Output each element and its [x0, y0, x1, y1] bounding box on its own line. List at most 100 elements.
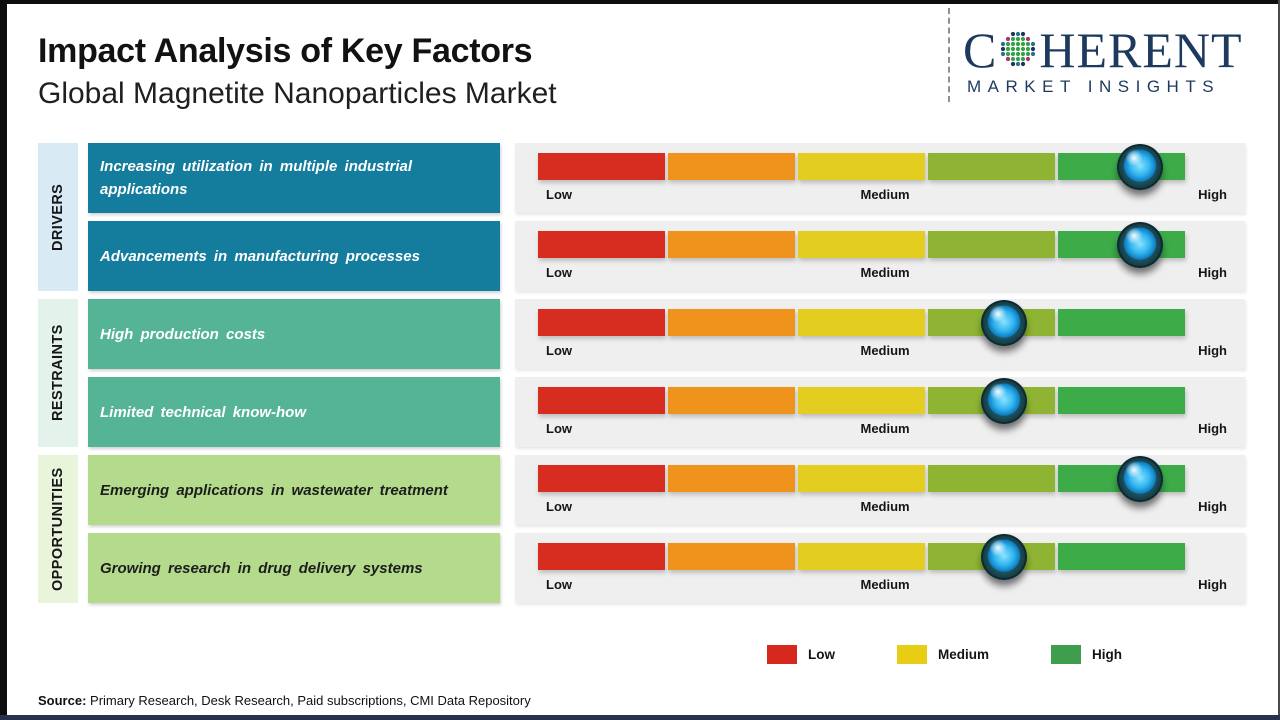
impact-marker [1116, 143, 1163, 190]
scale-high-label: High [1198, 265, 1227, 280]
legend-item: Medium [897, 645, 989, 664]
impact-bar-segment [1058, 387, 1185, 414]
coherent-dotted-globe-icon [1001, 31, 1036, 67]
scale-low-label: Low [546, 421, 572, 436]
impact-bar [538, 299, 1185, 346]
scale-high-label: High [1198, 343, 1227, 358]
impact-marker [1116, 221, 1163, 268]
impact-bar-segment [538, 387, 665, 414]
impact-bar-segment [668, 543, 795, 570]
impact-bar-segment [928, 153, 1055, 180]
impact-scale-panel: Low Medium High [515, 299, 1245, 369]
impact-bar-segment [668, 309, 795, 336]
slide-border-bottom [0, 715, 1280, 720]
impact-bar [538, 533, 1185, 580]
impact-bar [538, 455, 1185, 502]
impact-scale-panel: Low Medium High [515, 143, 1245, 213]
factor-group: DRIVERS Increasing utilization in multip… [38, 143, 1245, 291]
impact-marker [980, 299, 1027, 346]
source-text: Primary Research, Desk Research, Paid su… [86, 693, 531, 708]
scale-high-label: High [1198, 499, 1227, 514]
scale-labels: Low Medium High [546, 577, 1227, 592]
scale-medium-label: Medium [860, 343, 910, 358]
brand-tagline: MARKET INSIGHTS [967, 77, 1221, 96]
impact-marker [980, 533, 1027, 580]
scale-medium-label: Medium [860, 499, 910, 514]
scale-low-label: Low [546, 577, 572, 592]
source-label: Source: [38, 693, 87, 708]
factor-row: High production costs Low Medium High [88, 299, 1245, 369]
scale-low-label: Low [546, 343, 572, 358]
factor-text: Emerging applications in wastewater trea… [100, 481, 448, 499]
brand-letter-c: C [963, 22, 998, 78]
scale-labels: Low Medium High [546, 187, 1227, 202]
impact-scale-panel: Low Medium High [515, 533, 1245, 603]
group-rows: High production costs Low Medium High Li… [88, 299, 1245, 447]
impact-bar [538, 143, 1185, 190]
impact-bar-segment [538, 153, 665, 180]
impact-bar-segment [798, 387, 925, 414]
impact-bar-segment [668, 387, 795, 414]
page-title: Impact Analysis of Key Factors [38, 32, 533, 70]
brand-logo: C HERENT MARKET INSIGHTS [963, 24, 1263, 97]
scale-medium-label: Medium [860, 421, 910, 436]
impact-bar-segment [538, 465, 665, 492]
slide-border-top [0, 0, 1280, 4]
impact-bar-segment [1058, 309, 1185, 336]
brand-letters-herent: HERENT [1039, 22, 1243, 78]
legend-label: High [1092, 647, 1123, 662]
factor-box: Increasing utilization in multiple indus… [88, 143, 500, 213]
brand-wordmark: C HERENT [963, 24, 1263, 76]
header: Impact Analysis of Key Factors Global Ma… [38, 30, 557, 116]
scale-labels: Low Medium High [546, 343, 1227, 358]
factor-group: RESTRAINTS High production costs Low Med… [38, 299, 1245, 447]
factor-row: Advancements in manufacturing processes … [88, 221, 1245, 291]
scale-medium-label: Medium [860, 187, 910, 202]
impact-marker [980, 377, 1027, 424]
factor-text: Growing research in drug delivery system… [100, 559, 423, 577]
factor-box: Growing research in drug delivery system… [88, 533, 500, 603]
factor-box: Emerging applications in wastewater trea… [88, 455, 500, 525]
impact-bar-segment [928, 465, 1055, 492]
legend-swatch [767, 645, 797, 664]
scale-medium-label: Medium [860, 577, 910, 592]
legend-swatch [1051, 645, 1082, 664]
scale-high-label: High [1198, 577, 1227, 592]
impact-rows: DRIVERS Increasing utilization in multip… [38, 143, 1245, 611]
group-label: DRIVERS [38, 143, 78, 291]
scale-labels: Low Medium High [546, 265, 1227, 280]
legend-item: Low [767, 645, 835, 664]
impact-bar-segment [798, 543, 925, 570]
impact-bar-segment [668, 465, 795, 492]
factor-row: Growing research in drug delivery system… [88, 533, 1245, 603]
factor-box: High production costs [88, 299, 500, 369]
impact-bar [538, 221, 1185, 268]
group-label: OPPORTUNITIES [38, 455, 78, 603]
source-note: Source: Primary Research, Desk Research,… [38, 693, 531, 708]
impact-bar-segment [538, 543, 665, 570]
legend-swatch [897, 645, 927, 664]
factor-group: OPPORTUNITIES Emerging applications in w… [38, 455, 1245, 603]
factor-text: Limited technical know-how [100, 403, 307, 421]
impact-scale-panel: Low Medium High [515, 221, 1245, 291]
group-rows: Increasing utilization in multiple indus… [88, 143, 1245, 291]
scale-labels: Low Medium High [546, 421, 1227, 436]
scale-low-label: Low [546, 265, 572, 280]
scale-high-label: High [1198, 187, 1227, 202]
legend: Low Medium High [767, 645, 1184, 664]
page-subtitle: Global Magnetite Nanoparticles Market [38, 77, 557, 110]
scale-low-label: Low [546, 187, 572, 202]
impact-bar-segment [1058, 543, 1185, 570]
impact-bar-segment [798, 231, 925, 258]
impact-bar-segment [798, 153, 925, 180]
impact-bar-segment [668, 231, 795, 258]
factor-row: Emerging applications in wastewater trea… [88, 455, 1245, 525]
legend-label: Low [808, 647, 835, 662]
impact-bar-segment [798, 465, 925, 492]
impact-bar-segment [538, 309, 665, 336]
group-rows: Emerging applications in wastewater trea… [88, 455, 1245, 603]
scale-medium-label: Medium [860, 265, 910, 280]
impact-bar-segment [928, 231, 1055, 258]
slide-border-left [0, 0, 7, 720]
